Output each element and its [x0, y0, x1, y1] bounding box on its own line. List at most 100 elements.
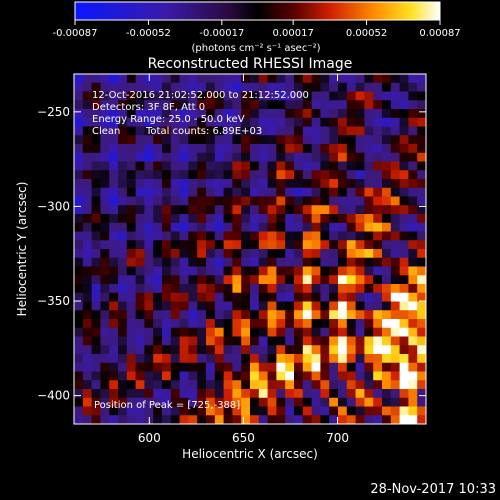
heatmap-cell	[285, 292, 295, 302]
heatmap-cell	[373, 292, 383, 302]
heatmap-cell	[170, 327, 181, 337]
heatmap-cell	[408, 135, 418, 145]
heatmap-cell	[100, 275, 110, 285]
heatmap-cell	[135, 257, 145, 267]
heatmap-cell	[241, 415, 251, 424]
heatmap-cell	[91, 327, 101, 337]
heatmap-cell	[338, 100, 348, 110]
heatmap-cell	[232, 135, 242, 145]
heatmap-cell	[294, 170, 304, 180]
heatmap-cell	[153, 214, 163, 224]
heatmap-cell	[267, 354, 277, 364]
heatmap-cell	[276, 187, 286, 197]
heatmap-cell	[91, 144, 101, 154]
heatmap-cell	[170, 397, 181, 407]
heatmap-cell	[408, 354, 418, 364]
heatmap-cell	[100, 292, 110, 302]
heatmap-cell	[91, 362, 101, 372]
heatmap-cell	[170, 310, 181, 320]
heatmap-cell	[250, 187, 260, 197]
heatmap-cell	[355, 275, 365, 285]
heatmap-cell	[100, 301, 110, 311]
heatmap-cell	[74, 371, 84, 381]
heatmap-cell	[373, 327, 383, 337]
heatmap-cell	[302, 161, 313, 171]
heatmap-cell	[214, 161, 225, 171]
heatmap-cell	[82, 144, 93, 154]
heatmap-cell	[214, 362, 225, 372]
heatmap-cell	[417, 91, 426, 101]
heatmap-cell	[100, 284, 110, 294]
heatmap-cell	[162, 240, 172, 250]
heatmap-cell	[144, 126, 154, 136]
heatmap-cell	[135, 187, 145, 197]
heatmap-cell	[390, 406, 401, 416]
heatmap-cell	[170, 257, 181, 267]
heatmap-cell	[390, 310, 401, 320]
heatmap-cell	[223, 310, 233, 320]
heatmap-cell	[223, 415, 233, 424]
heatmap-cell	[364, 161, 374, 171]
heatmap-cell	[408, 222, 418, 232]
heatmap-cell	[82, 249, 93, 259]
heatmap-cell	[338, 301, 348, 311]
heatmap-cell	[162, 117, 172, 127]
heatmap-cell	[179, 214, 189, 224]
heatmap-cell	[346, 91, 357, 101]
heatmap-cell	[91, 205, 101, 215]
heatmap-cell	[294, 231, 304, 241]
heatmap-cell	[144, 205, 154, 215]
heatmap-cell	[258, 266, 269, 276]
heatmap-cell	[162, 100, 172, 110]
heatmap-cell	[276, 249, 286, 259]
heatmap-cell	[364, 319, 374, 329]
heatmap-cell	[91, 161, 101, 171]
heatmap-cell	[82, 275, 93, 285]
heatmap-cell	[100, 397, 110, 407]
heatmap-cell	[241, 100, 251, 110]
heatmap-cell	[294, 380, 304, 390]
heatmap-cell	[232, 327, 242, 337]
heatmap-cell	[258, 152, 269, 162]
heatmap-cell	[382, 231, 392, 241]
heatmap-cell	[135, 284, 145, 294]
heatmap-cell	[382, 380, 392, 390]
heatmap-cell	[417, 397, 426, 407]
heatmap-cell	[74, 91, 84, 101]
heatmap-cell	[74, 389, 84, 399]
heatmap-cell	[311, 222, 321, 232]
heatmap-cell	[267, 231, 277, 241]
heatmap-cell	[153, 91, 163, 101]
heatmap-cell	[82, 371, 93, 381]
heatmap-cell	[346, 319, 357, 329]
heatmap-cell	[302, 117, 313, 127]
heatmap-cell	[329, 82, 339, 92]
heatmap-cell	[223, 406, 233, 416]
heatmap-cell	[74, 231, 84, 241]
heatmap-cell	[338, 179, 348, 189]
heatmap-cell	[355, 187, 365, 197]
heatmap-cell	[338, 292, 348, 302]
heatmap-cell	[373, 126, 383, 136]
heatmap-cell	[355, 292, 365, 302]
heatmap-cell	[118, 301, 128, 311]
heatmap-cell	[267, 240, 277, 250]
heatmap-cell	[162, 310, 172, 320]
heatmap-cell	[267, 266, 277, 276]
heatmap-cell	[91, 397, 101, 407]
heatmap-cell	[417, 371, 426, 381]
heatmap-cell	[267, 117, 277, 127]
heatmap-cell	[417, 222, 426, 232]
heatmap-cell	[294, 397, 304, 407]
heatmap-cell	[417, 319, 426, 329]
heatmap-cell	[179, 266, 189, 276]
heatmap-cell	[223, 249, 233, 259]
heatmap-cell	[258, 196, 269, 206]
heatmap-cell	[82, 126, 93, 136]
heatmap-cell	[346, 380, 357, 390]
heatmap-cell	[390, 301, 401, 311]
heatmap-cell	[162, 397, 172, 407]
heatmap-cell	[399, 327, 409, 337]
heatmap-cell	[276, 354, 286, 364]
heatmap-cell	[206, 345, 216, 355]
